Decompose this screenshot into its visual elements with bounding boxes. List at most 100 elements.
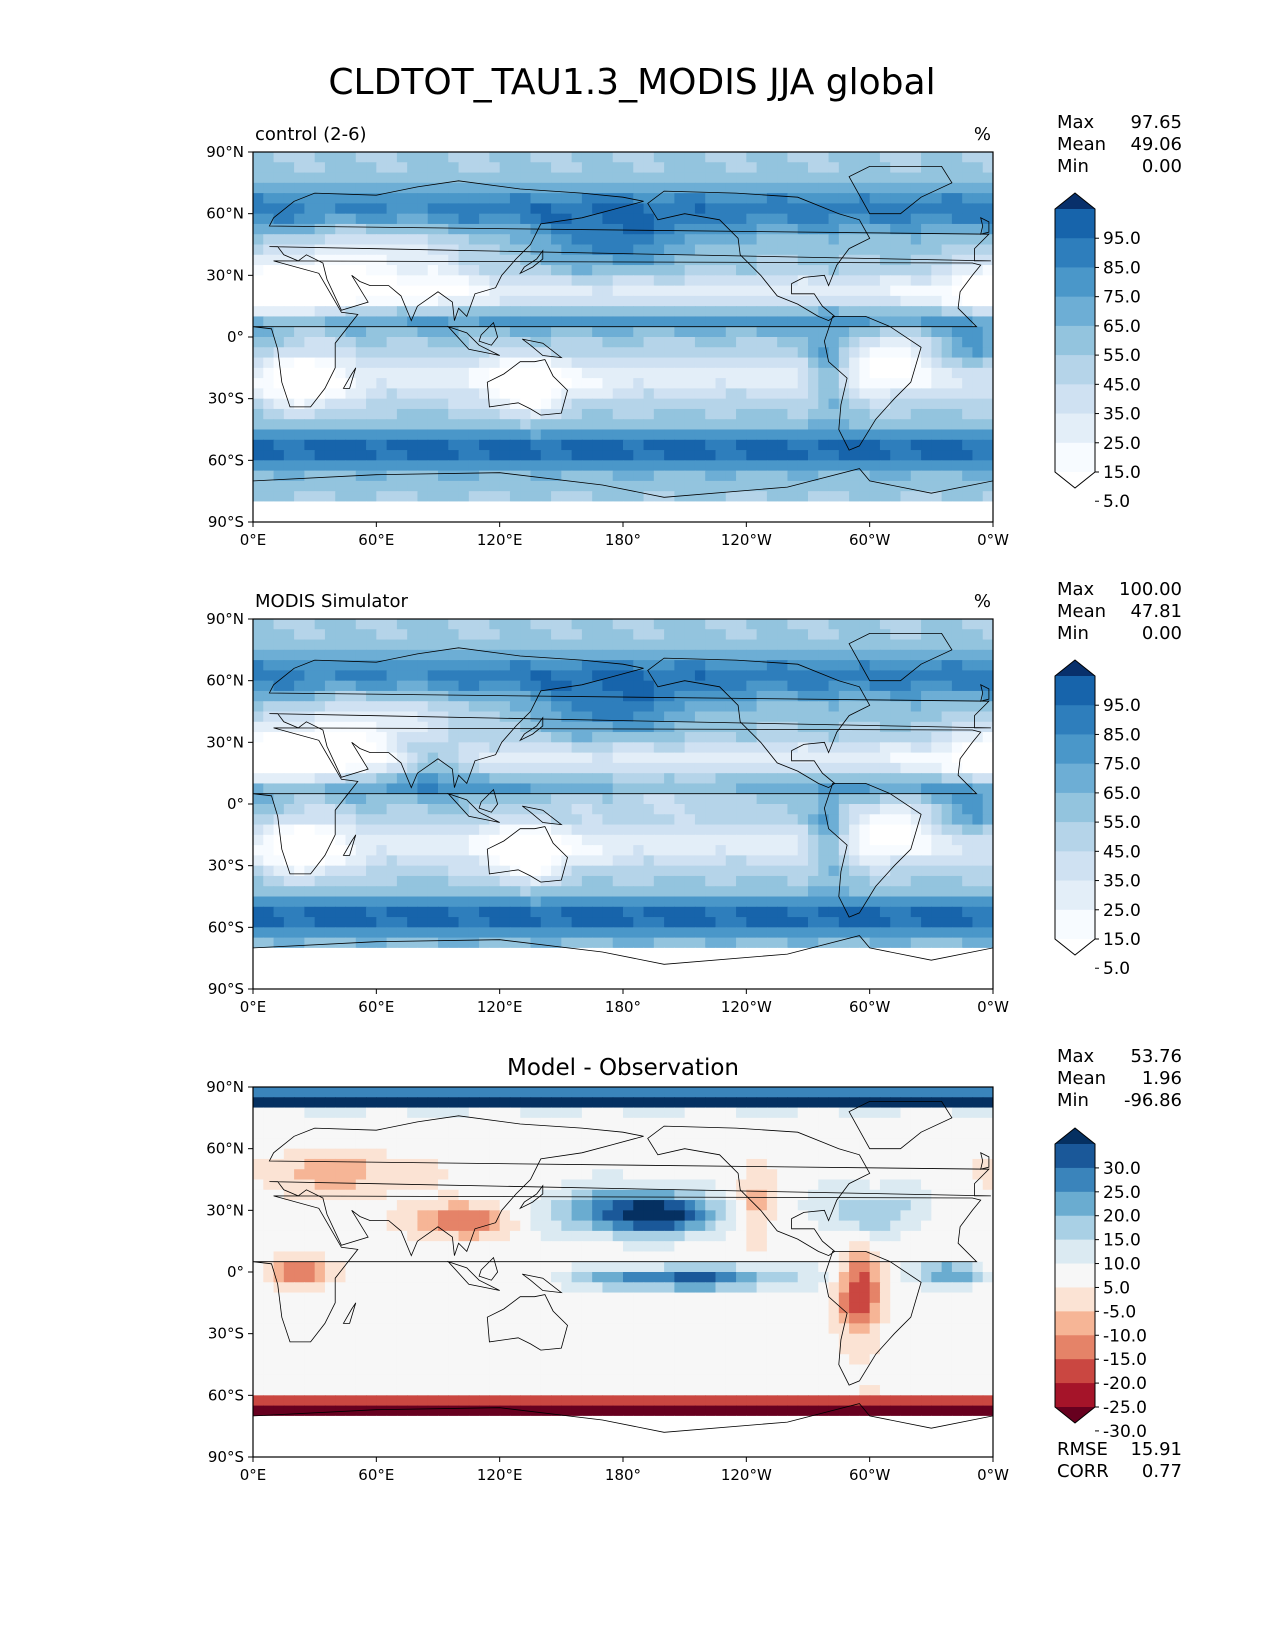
colorbar-label: 95.0	[1103, 229, 1141, 249]
panel-title: MODIS Simulator	[255, 591, 408, 612]
lon-tick-label: 60°W	[849, 998, 891, 1016]
colorbar-label: 20.0	[1103, 1207, 1141, 1227]
figure-title: CLDTOT_TAU1.3_MODIS JJA global	[328, 62, 935, 103]
colorbar-label: 25.0	[1103, 434, 1141, 454]
lat-tick-label: 90°N	[206, 143, 244, 161]
stat-label-max: Max	[1057, 112, 1095, 133]
lon-tick-label: 0°E	[240, 998, 267, 1016]
colorbar-extension-bottom	[1055, 939, 1095, 955]
stat-value-rmse: 15.91	[1130, 1439, 1182, 1460]
lat-tick-label: 30°N	[206, 1201, 244, 1219]
colorbar-segment	[1055, 1383, 1095, 1408]
lon-tick-label: 60°E	[358, 531, 394, 549]
colorbar: 95.0 85.0 75.0 65.0 55.0 45.0 35.0 25.0 15.0 5.0	[1054, 659, 1141, 979]
stat-label-mean: Mean	[1057, 134, 1106, 155]
lat-tick-label: 60°S	[208, 1386, 244, 1404]
colorbar-segment	[1055, 822, 1095, 852]
stat-label-corr: CORR	[1057, 1461, 1109, 1482]
stat-value-mean: 49.06	[1130, 134, 1182, 155]
colorbar-label: 35.0	[1103, 405, 1141, 425]
colorbar-label: 45.0	[1103, 842, 1141, 862]
colorbar-extension-top	[1055, 660, 1095, 676]
colorbar-segment	[1055, 1359, 1095, 1384]
colorbar-segment	[1055, 325, 1095, 356]
colorbar-segment	[1055, 734, 1095, 765]
lat-tick-label: 30°N	[206, 733, 244, 751]
stat-value-max: 53.76	[1130, 1046, 1182, 1067]
colorbar-segment	[1055, 413, 1095, 444]
colorbar-segment	[1055, 296, 1095, 327]
colorbar-label: 5.0	[1103, 492, 1130, 512]
colorbar-label: -25.0	[1103, 1398, 1147, 1418]
coastlines	[253, 633, 993, 989]
colorbar-label: 5.0	[1103, 1278, 1130, 1298]
stat-value-min: -96.86	[1124, 1090, 1182, 1111]
colorbar-label: 85.0	[1103, 258, 1141, 278]
lat-tick-label: 60°N	[206, 205, 244, 223]
colorbar-label: 65.0	[1103, 784, 1141, 804]
stat-label-max: Max	[1057, 1046, 1095, 1067]
lon-tick-label: 120°E	[477, 531, 523, 549]
stat-value-max: 100.00	[1119, 579, 1182, 600]
lon-tick-label: 120°W	[721, 1466, 772, 1484]
colorbar-label: -5.0	[1103, 1302, 1136, 1322]
colorbar-segment	[1055, 1311, 1095, 1336]
colorbar: 30.0 25.0 20.0 15.0 10.0 5.0 -5.0 -10.0 -15.0 -20…	[1054, 1127, 1147, 1442]
lon-tick-label: 180°	[605, 1466, 641, 1484]
colorbar-segment	[1055, 1167, 1095, 1193]
stat-label-max: Max	[1057, 579, 1095, 600]
colorbar-label: -20.0	[1103, 1374, 1147, 1394]
lat-tick-label: 30°S	[208, 857, 244, 875]
colorbar-label: 15.0	[1103, 1231, 1141, 1251]
colorbar-label: 25.0	[1103, 901, 1141, 921]
map-panel-modis: 90°N 60°N 30°N 0° 30°S 60°S 90°S0°E 60°E 120°E 18…	[206, 579, 1182, 1016]
colorbar-extension-top	[1055, 1128, 1095, 1144]
lon-tick-label: 180°	[605, 998, 641, 1016]
colorbar-segment	[1055, 1215, 1095, 1241]
lon-tick-label: 0°E	[240, 531, 267, 549]
colorbar-segment	[1055, 705, 1095, 735]
lat-tick-label: 90°S	[208, 513, 244, 531]
stat-value-min: 0.00	[1142, 623, 1182, 644]
lat-tick-label: 30°S	[208, 390, 244, 408]
lat-tick-label: 90°N	[206, 610, 244, 628]
colorbar-extension-bottom	[1055, 1407, 1095, 1423]
colorbar-segment	[1055, 1335, 1095, 1360]
stat-label-mean: Mean	[1057, 1068, 1106, 1089]
colorbar-label: 45.0	[1103, 375, 1141, 395]
colorbar-segment	[1055, 1287, 1095, 1312]
colorbar-label: -30.0	[1103, 1422, 1147, 1442]
colorbar-label: 25.0	[1103, 1183, 1141, 1203]
colorbar-label: 65.0	[1103, 317, 1141, 337]
colorbar-label: 85.0	[1103, 725, 1141, 745]
colorbar-label: 95.0	[1103, 696, 1141, 716]
lat-tick-label: 30°N	[206, 266, 244, 284]
lon-tick-label: 120°W	[721, 531, 772, 549]
colorbar-label: -15.0	[1103, 1350, 1147, 1370]
stat-value-mean: 47.81	[1130, 601, 1182, 622]
colorbar-segment	[1055, 442, 1095, 473]
lon-tick-label: 0°W	[977, 531, 1009, 549]
map-panel-control: 90°N 60°N 30°N 0° 30°S 60°S 90°S0°E 60°E 120°E 18…	[206, 112, 1182, 549]
colorbar-label: 30.0	[1103, 1159, 1141, 1179]
colorbar-segment	[1055, 880, 1095, 911]
lat-tick-label: 30°S	[208, 1325, 244, 1343]
lat-tick-label: 0°	[227, 328, 244, 346]
stat-value-corr: 0.77	[1142, 1461, 1182, 1482]
lon-tick-label: 180°	[605, 531, 641, 549]
lat-tick-label: 0°	[227, 1263, 244, 1281]
colorbar-label: 35.0	[1103, 872, 1141, 892]
lon-tick-label: 120°E	[477, 998, 523, 1016]
lat-tick-label: 0°	[227, 795, 244, 813]
cloud-fraction-map	[253, 619, 993, 989]
lon-tick-label: 120°W	[721, 998, 772, 1016]
colorbar-label: 75.0	[1103, 755, 1141, 775]
units-label: %	[974, 124, 991, 145]
colorbar-label: 15.0	[1103, 930, 1141, 950]
lat-tick-label: 60°S	[208, 451, 244, 469]
colorbar-label: 10.0	[1103, 1255, 1141, 1275]
colorbar-label: 75.0	[1103, 288, 1141, 308]
colorbar-label: 55.0	[1103, 813, 1141, 833]
colorbar-segment	[1055, 676, 1095, 706]
colorbar-segment	[1055, 1144, 1095, 1169]
